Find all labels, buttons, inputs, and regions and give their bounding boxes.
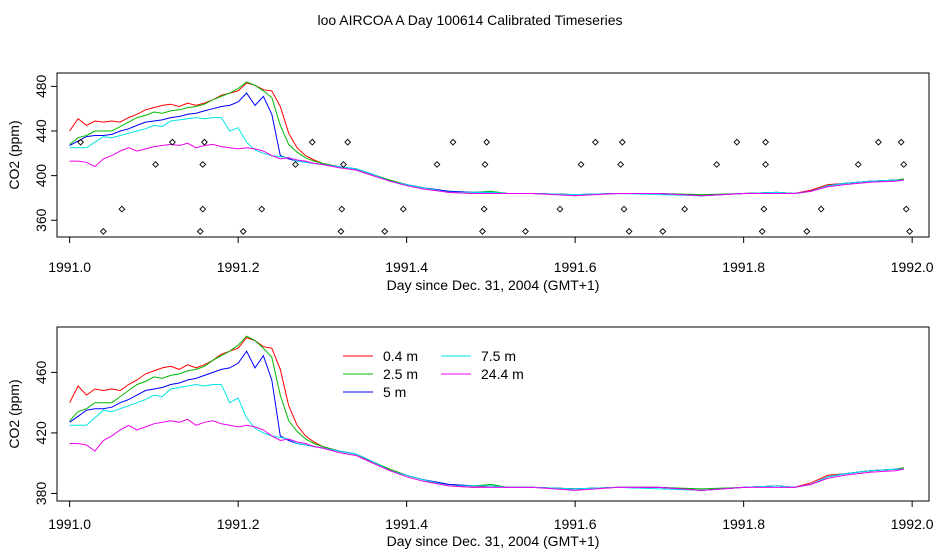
diamond-marker: [399, 205, 407, 213]
diamond-marker: [760, 205, 768, 213]
diamond-marker: [481, 161, 489, 168]
top-x-tick-label: 1991.8: [722, 259, 765, 275]
diamond-marker: [433, 161, 441, 168]
diamond-marker: [902, 205, 910, 213]
bottom-plot-frame: [56, 326, 930, 502]
diamond-marker: [152, 161, 160, 168]
legend: 0.4 m 2.5 m 5 m 7.5 m 24.4 m: [343, 348, 524, 400]
legend-label: 7.5 m: [481, 348, 516, 364]
diamond-marker: [713, 161, 721, 168]
diamond-marker: [308, 138, 316, 146]
top-series-2-5-mm: [69, 81, 904, 196]
diamond-marker: [201, 138, 208, 146]
legend-label: 2.5 m: [383, 366, 418, 382]
bottom-x-axis-label: Day since Dec. 31, 2004 (GMT+1): [387, 533, 600, 549]
diamond-marker: [340, 161, 347, 168]
diamond-marker: [118, 205, 126, 213]
diamond-marker: [344, 138, 352, 146]
bottom-series-2-5-mm: [69, 335, 904, 490]
top-diamond-markers: [77, 138, 914, 235]
legend-label: 5 m: [383, 384, 406, 400]
diamond-marker: [577, 161, 585, 168]
diamond-marker: [875, 138, 882, 146]
bottom-x-tick-label: 1991.4: [385, 516, 428, 532]
diamond-marker: [196, 227, 204, 235]
diamond-marker: [479, 227, 486, 235]
legend-label: 0.4 m: [383, 348, 418, 364]
diamond-marker: [522, 227, 529, 235]
bottom-series-lines: [69, 335, 904, 491]
diamond-marker: [480, 205, 488, 213]
diamond-marker: [291, 161, 299, 168]
diamond-marker: [168, 138, 176, 146]
legend-label: 24.4 m: [481, 366, 524, 382]
diamond-marker: [906, 227, 914, 235]
bottom-x-tick-label: 1991.6: [554, 516, 597, 532]
top-y-axis-label: CO2 (ppm): [6, 120, 22, 189]
diamond-marker: [239, 227, 247, 235]
top-panel: CO2 (ppm) Day since Dec. 31, 2004 (GMT+1…: [6, 72, 934, 293]
diamond-marker: [199, 205, 207, 213]
bottom-y-tick-label: 380: [33, 482, 49, 506]
diamond-marker: [817, 205, 825, 213]
diamond-marker: [620, 205, 628, 213]
diamond-marker: [659, 227, 667, 235]
diamond-marker: [897, 138, 905, 146]
diamond-marker: [854, 161, 862, 168]
top-x-axis-label: Day since Dec. 31, 2004 (GMT+1): [387, 277, 600, 293]
bottom-x-tick-label: 1991.8: [722, 516, 765, 532]
diamond-marker: [381, 227, 389, 235]
diamond-marker: [618, 138, 626, 146]
bottom-x-tick-label: 1991.2: [217, 516, 260, 532]
diamond-marker: [733, 138, 741, 146]
bottom-panel: CO2 (ppm) Day since Dec. 31, 2004 (GMT+1…: [6, 326, 934, 549]
diamond-marker: [625, 227, 633, 235]
diamond-marker: [681, 205, 689, 213]
diamond-marker: [77, 138, 85, 146]
top-y-tick-label: 480: [33, 74, 49, 98]
diamond-marker: [900, 161, 908, 168]
diamond-marker: [449, 138, 457, 146]
top-plot-frame: [56, 72, 930, 238]
top-series-24-4-mm: [69, 142, 904, 197]
bottom-y-tick-label: 420: [33, 421, 49, 445]
top-x-tick-label: 1991.2: [217, 259, 260, 275]
diamond-marker: [591, 138, 599, 146]
bottom-axes: 1991.0 1991.2 1991.4 1991.6 1991.8 1992.0 380 4…: [33, 360, 934, 532]
bottom-y-axis-label: CO2 (ppm): [6, 379, 22, 448]
bottom-y-tick-label: 460: [33, 360, 49, 384]
top-axes: 1991.0 1991.2 1991.4 1991.6 1991.8 1992.0 360 4…: [33, 74, 934, 275]
top-x-tick-label: 1991.6: [554, 259, 597, 275]
diamond-marker: [758, 227, 766, 235]
top-x-tick-label: 1991.4: [385, 259, 428, 275]
top-x-tick-label: 1992.0: [891, 259, 934, 275]
bottom-x-tick-label: 1992.0: [891, 516, 934, 532]
diamond-marker: [556, 205, 564, 213]
top-y-tick-label: 360: [33, 208, 49, 232]
top-series-lines: [69, 81, 904, 197]
diamond-marker: [337, 227, 345, 235]
top-x-tick-label: 1991.0: [48, 259, 91, 275]
diamond-marker: [258, 205, 266, 213]
bottom-x-tick-label: 1991.0: [48, 516, 91, 532]
top-y-tick-label: 440: [33, 119, 49, 143]
diamond-marker: [762, 161, 769, 168]
figure-title: loo AIRCOA A Day 100614 Calibrated Times…: [317, 12, 622, 28]
diamond-marker: [762, 138, 769, 146]
diamond-marker: [483, 138, 491, 146]
diamond-marker: [617, 161, 625, 168]
bottom-series-24-4-mm: [69, 418, 904, 491]
diamond-marker: [199, 161, 207, 168]
diamond-marker: [338, 205, 346, 213]
diamond-marker: [803, 227, 811, 235]
top-y-tick-label: 400: [33, 164, 49, 188]
diamond-marker: [99, 227, 107, 235]
